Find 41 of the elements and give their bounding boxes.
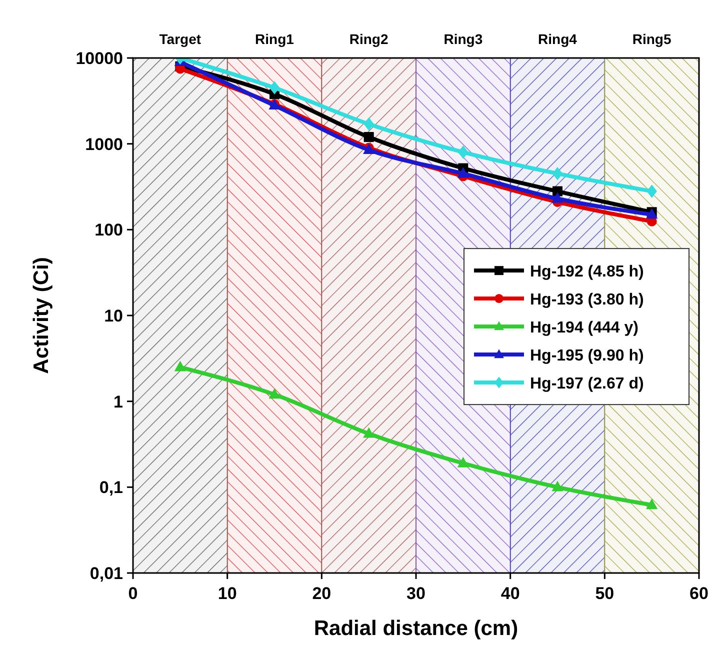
x-tick-label: 30 [406,584,426,603]
band-label: Target [159,31,202,47]
point [174,361,186,372]
band-label: Ring2 [349,31,388,47]
y-tick-label: 0,01 [90,564,123,583]
point [646,184,657,198]
x-axis-title: Radial distance (cm) [314,617,518,640]
point [458,168,469,178]
y-tick-label: 1000 [85,134,123,154]
point [458,457,469,468]
legend-label: Hg-195 (9.90 h) [530,348,644,365]
x-tick-label: 40 [500,584,520,603]
y-tick-label: 100 [94,220,123,240]
y-tick-label: 10 [104,306,123,326]
point [458,146,468,158]
band-label: Ring4 [538,31,578,47]
band-label: Ring1 [255,31,294,47]
legend-label: Hg-194 (444 y) [530,320,638,337]
band-label: Ring5 [632,31,672,47]
point [270,81,280,94]
point [552,481,563,492]
point [364,118,374,130]
y-tick-label: 0,1 [99,478,123,498]
band-label: Ring3 [444,31,483,47]
legend-label: Hg-193 (3.80 h) [530,292,644,309]
x-tick-label: 0 [128,584,138,603]
x-tick-label: 50 [595,584,614,603]
legend-label: Hg-192 (4.85 h) [530,264,644,281]
point [364,132,374,142]
point [552,192,563,203]
point [552,167,562,180]
point [363,428,374,438]
x-tick-label: 10 [218,584,237,603]
y-axis-title: Activity (Ci) [30,257,53,374]
point [269,388,280,399]
y-tick-label: 1 [114,392,123,412]
x-tick-label: 20 [312,584,332,603]
y-tick-label: 10000 [76,49,123,68]
x-tick-label: 60 [690,584,708,603]
legend-label: Hg-197 (2.67 d) [530,376,644,393]
point [646,499,658,510]
